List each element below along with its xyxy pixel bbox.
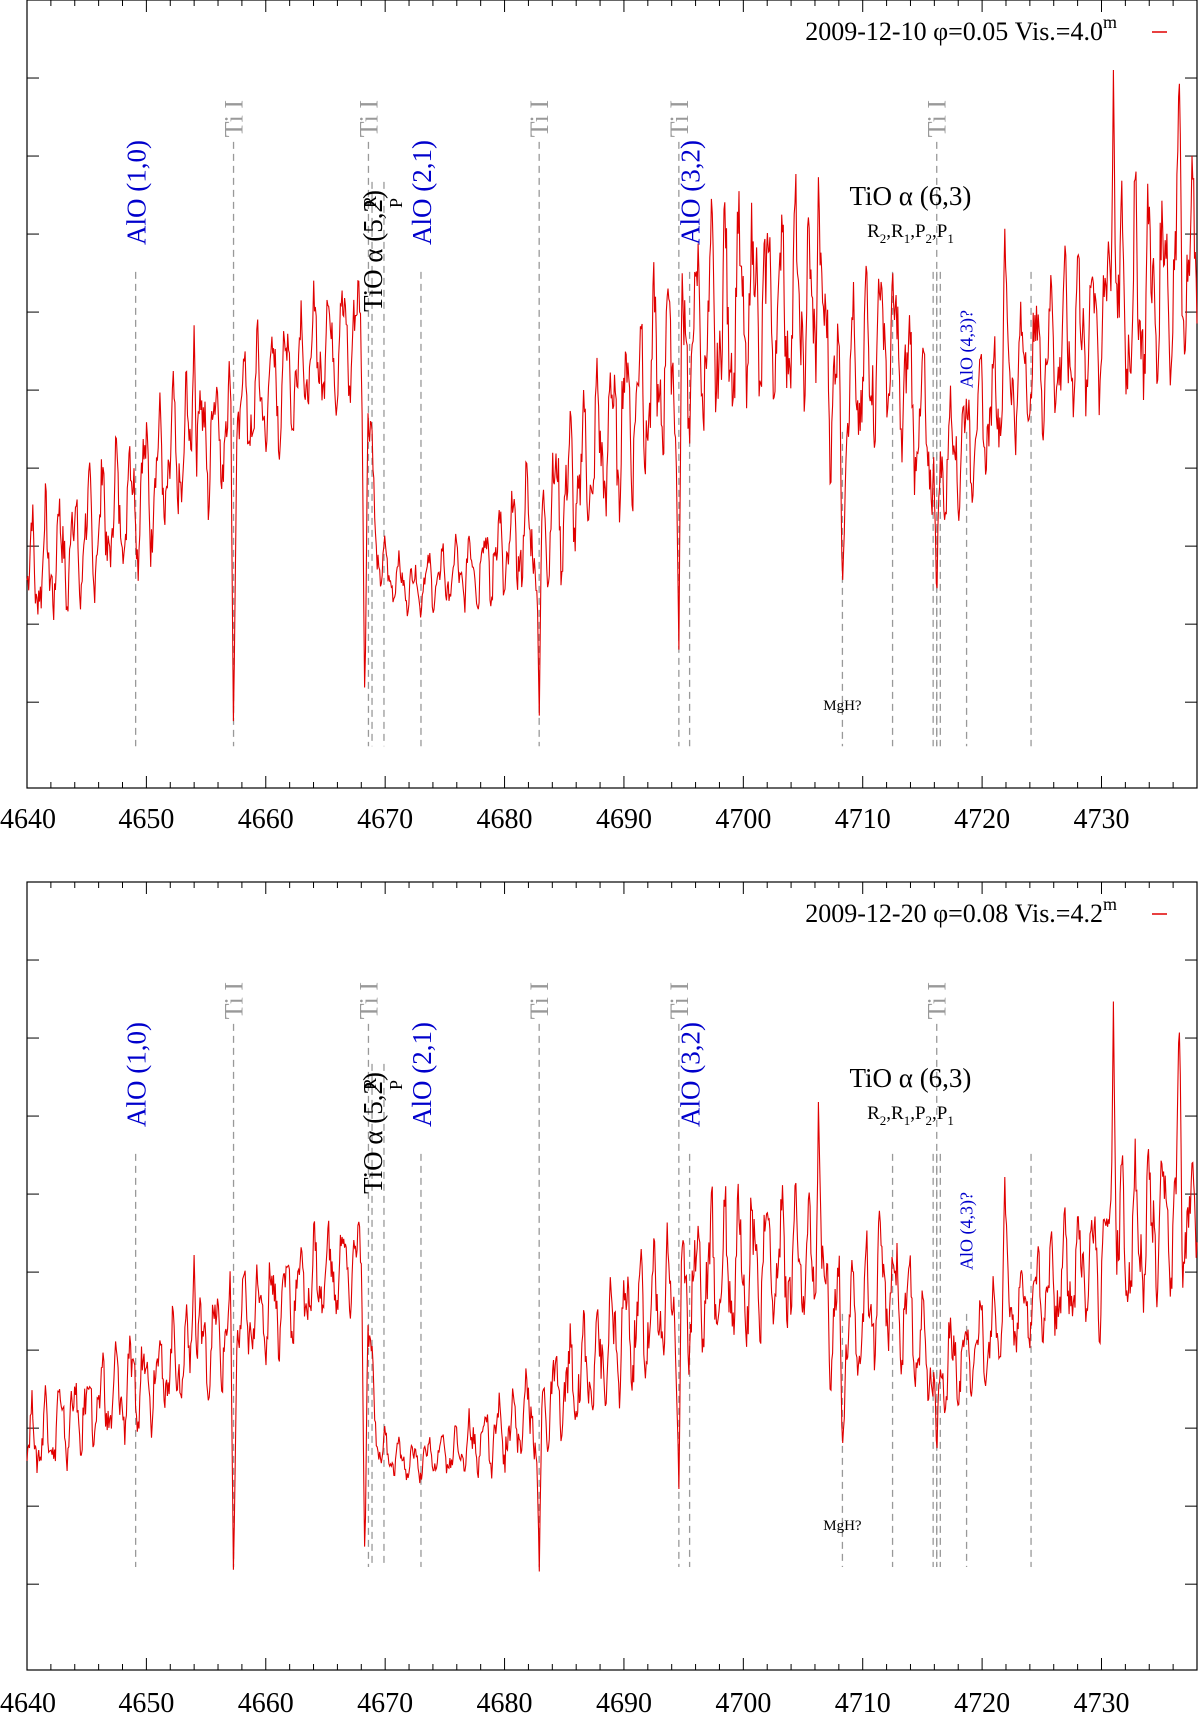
ti-label: Ti I bbox=[525, 100, 554, 137]
ti-label: Ti I bbox=[923, 982, 952, 1019]
x-tick-label: 4680 bbox=[477, 1688, 533, 1715]
alo-label: AlO (3,2) bbox=[676, 140, 706, 245]
tio63-label: TiO α (6,3) bbox=[850, 181, 972, 211]
alo43-label: AlO (4,3)? bbox=[957, 310, 978, 388]
spectrum-line bbox=[26, 69, 1198, 722]
x-tick-label: 4700 bbox=[715, 804, 771, 835]
ti-label: Ti I bbox=[665, 982, 694, 1019]
ti-label: Ti I bbox=[665, 100, 694, 137]
tio63-label: TiO α (6,3) bbox=[850, 1063, 972, 1093]
tio52-label: TiO α (5,2) bbox=[358, 1072, 388, 1194]
tio63-sub-label: R2,R1,P2,P1 bbox=[867, 1103, 954, 1128]
alo43-label: AlO (4,3)? bbox=[957, 1192, 978, 1270]
mgh-label: MgH? bbox=[823, 1518, 862, 1534]
alo-label: AlO (1,0) bbox=[122, 140, 152, 245]
tio52-p-label: P bbox=[386, 198, 406, 208]
alo-label: AlO (2,1) bbox=[407, 140, 437, 245]
x-tick-label: 4670 bbox=[357, 1688, 413, 1715]
x-tick-label: 4650 bbox=[118, 1688, 174, 1715]
x-tick-label: 4660 bbox=[238, 804, 294, 835]
spectrum-panel-2: 4640 4650 4660 4670 4680 4690 4700 4710 4720 4730… bbox=[0, 881, 1198, 1715]
x-tick-label: 4690 bbox=[596, 804, 652, 835]
tio52-p-label: P bbox=[386, 1080, 406, 1090]
x-tick-label: 4720 bbox=[954, 804, 1010, 835]
legend-label: 2009-12-20 φ=0.08 Vis.=4.2m bbox=[805, 894, 1117, 928]
alo-label: AlO (1,0) bbox=[122, 1022, 152, 1127]
x-tick-label: 4670 bbox=[357, 804, 413, 835]
x-tick-label: 4640 bbox=[0, 1688, 56, 1715]
x-tick-label: 4660 bbox=[238, 1688, 294, 1715]
x-tick-label: 4730 bbox=[1073, 1688, 1129, 1715]
alo-label: AlO (2,1) bbox=[407, 1022, 437, 1127]
x-tick-label: 4710 bbox=[835, 804, 891, 835]
x-tick-label: 4720 bbox=[954, 1688, 1010, 1715]
ti-label: Ti I bbox=[220, 100, 249, 137]
spectrum-panel-1: 4640 4650 4660 4670 4680 4690 4700 4710 4720 4730… bbox=[0, 0, 1198, 835]
x-tick-label: 4680 bbox=[477, 804, 533, 835]
ti-label: Ti I bbox=[354, 100, 383, 137]
spectrum-line bbox=[26, 1001, 1198, 1572]
tio52-r-label: R bbox=[360, 196, 380, 208]
plot-frame bbox=[26, 881, 1198, 1671]
ti-label: Ti I bbox=[525, 982, 554, 1019]
ti-label: Ti I bbox=[220, 982, 249, 1019]
alo-label: AlO (3,2) bbox=[676, 1022, 706, 1127]
plot-frame bbox=[26, 0, 1198, 789]
x-tick-label: 4640 bbox=[0, 804, 56, 835]
tio63-sub-label: R2,R1,P2,P1 bbox=[867, 221, 954, 246]
tio52-label: TiO α (5,2) bbox=[358, 190, 388, 312]
x-tick-label: 4690 bbox=[596, 1688, 652, 1715]
mgh-label: MgH? bbox=[823, 698, 862, 714]
legend-label: 2009-12-10 φ=0.05 Vis.=4.0m bbox=[805, 12, 1117, 46]
ti-label: Ti I bbox=[354, 982, 383, 1019]
x-tick-label: 4710 bbox=[835, 1688, 891, 1715]
x-tick-label: 4700 bbox=[715, 1688, 771, 1715]
x-tick-label: 4730 bbox=[1073, 804, 1129, 835]
x-tick-label: 4650 bbox=[118, 804, 174, 835]
tio52-r-label: R bbox=[360, 1078, 380, 1090]
ti-label: Ti I bbox=[923, 100, 952, 137]
